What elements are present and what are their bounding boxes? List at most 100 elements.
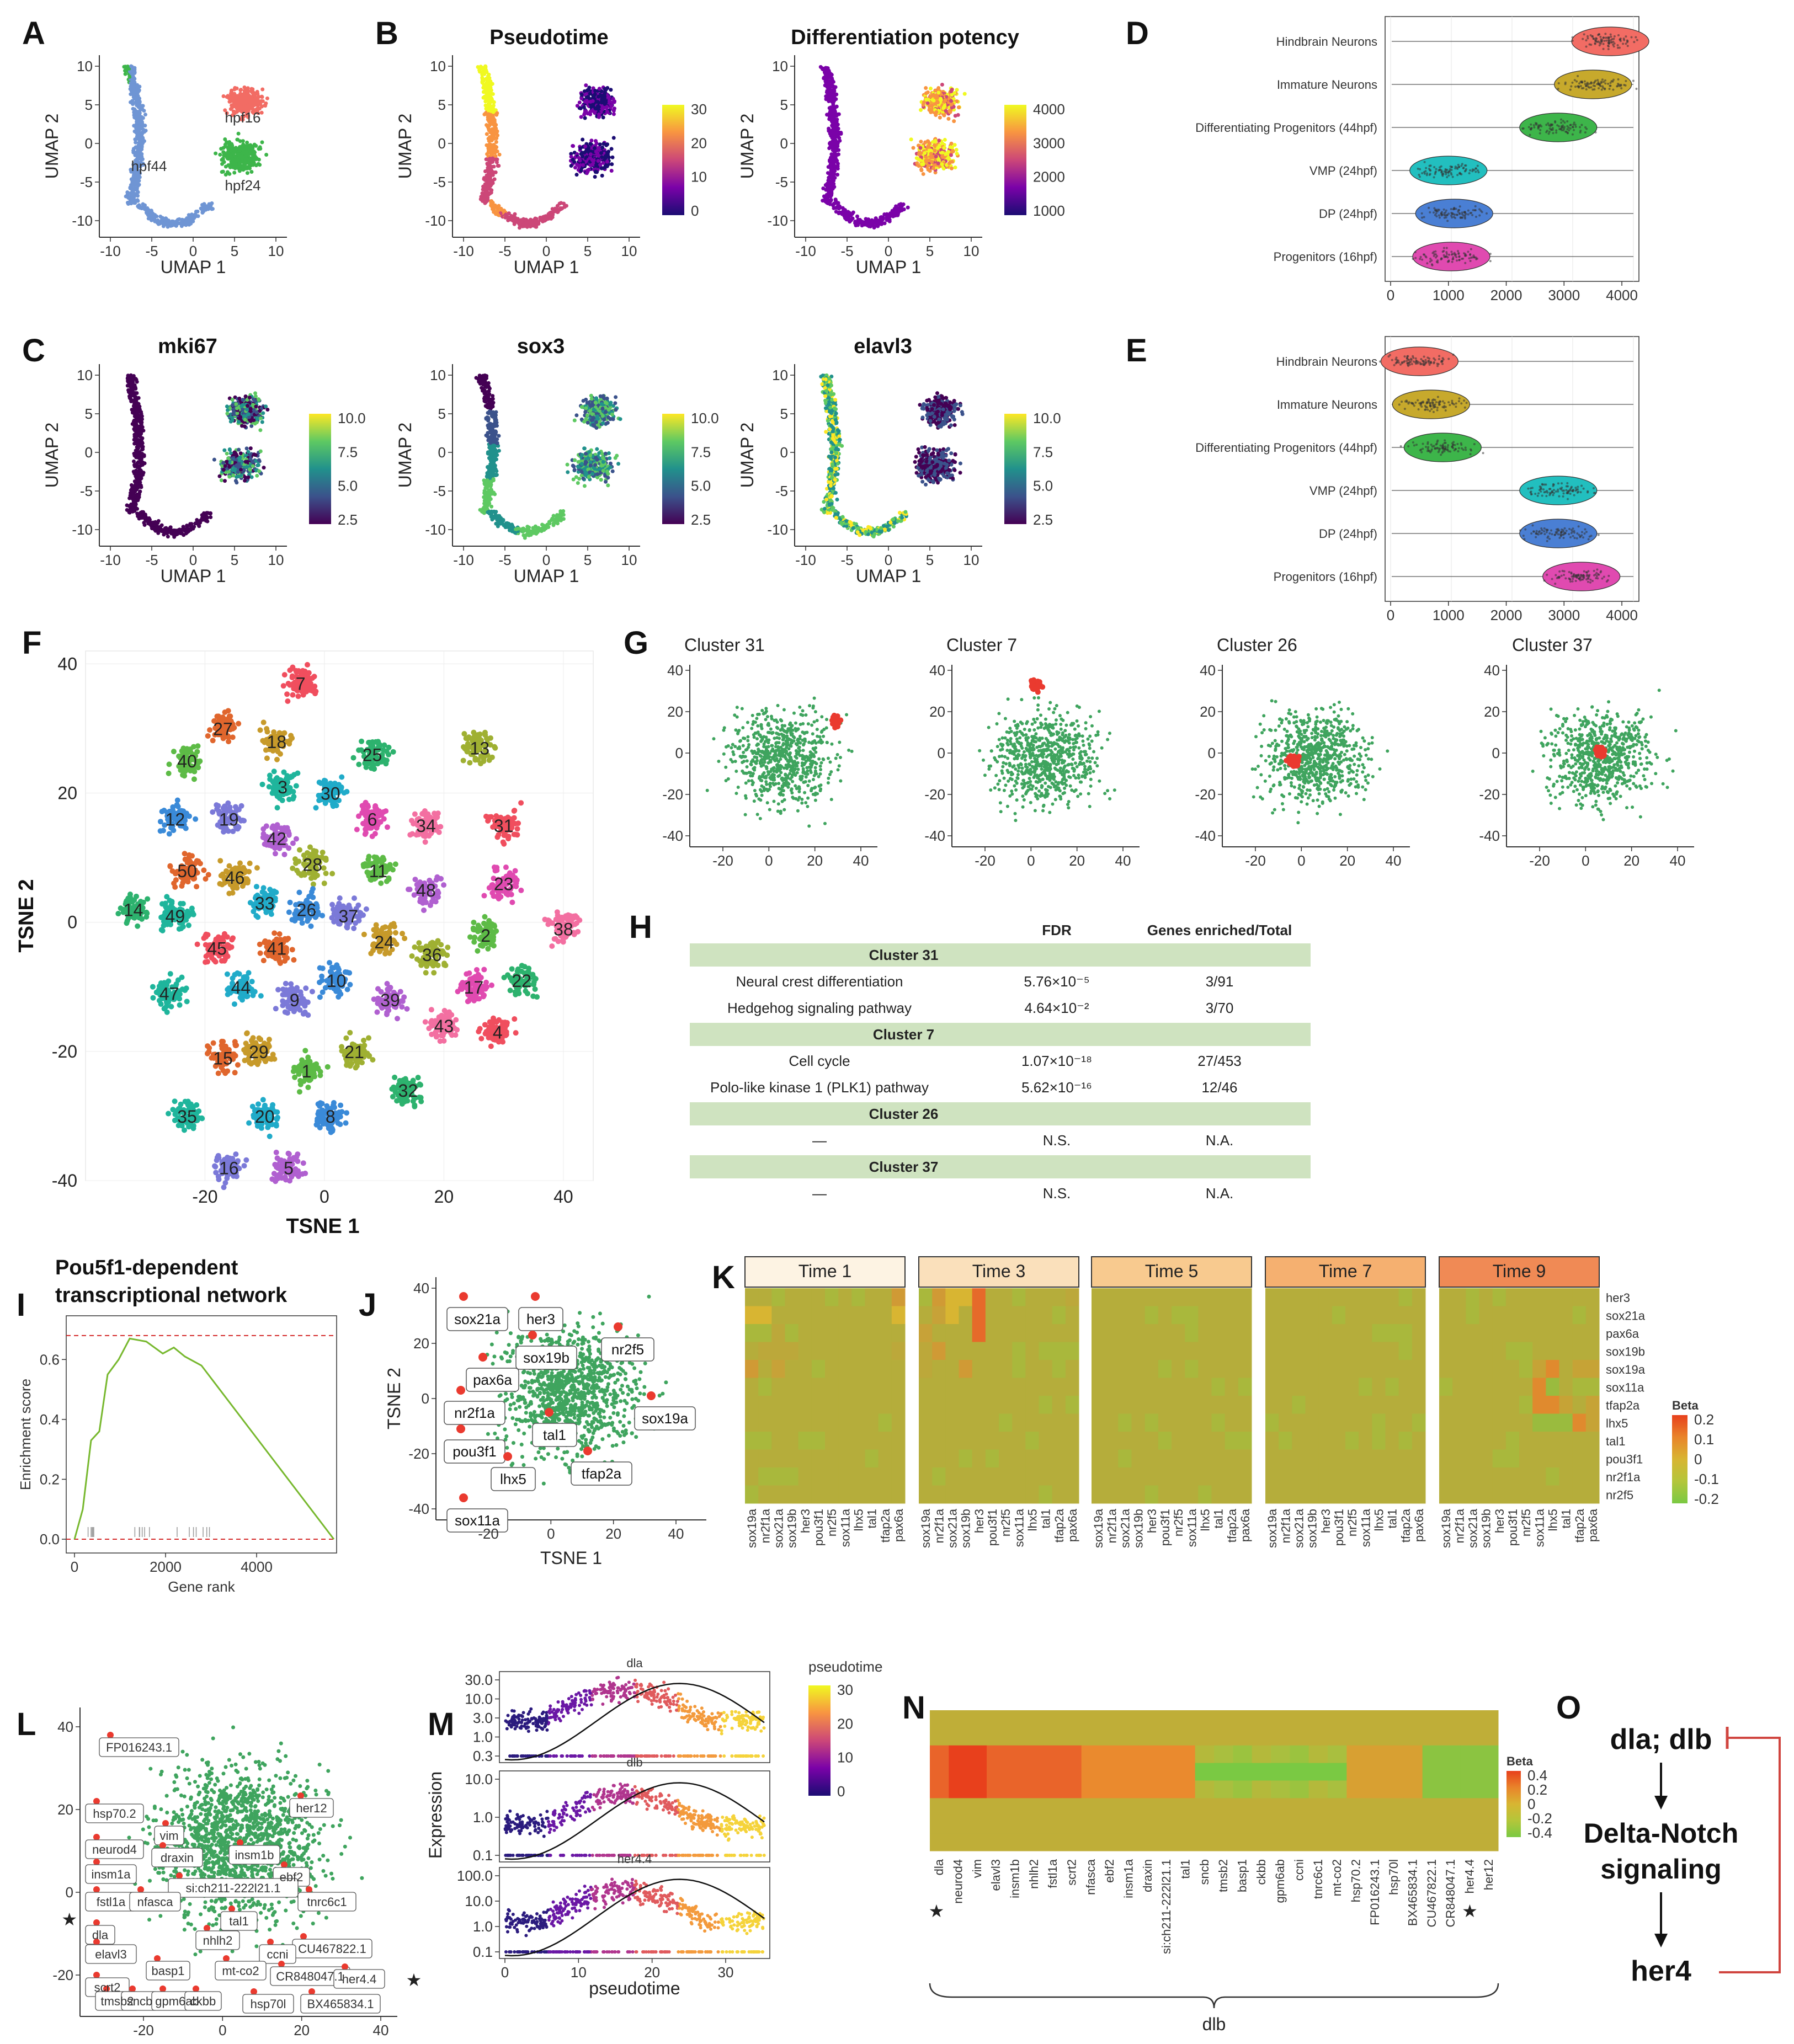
umap-cell bbox=[262, 466, 266, 470]
umap-cell bbox=[950, 93, 954, 97]
colorbar-label: 3000 bbox=[1033, 135, 1065, 151]
umap-cell bbox=[134, 468, 138, 473]
umap-cell bbox=[135, 120, 139, 124]
umap-cell bbox=[127, 496, 132, 500]
x-tick-label: 5 bbox=[584, 243, 592, 259]
umap-cell bbox=[942, 146, 946, 150]
umap-cell bbox=[601, 166, 605, 170]
umap-cell bbox=[131, 178, 136, 183]
umap-cell bbox=[490, 205, 494, 209]
umap-cell bbox=[597, 115, 601, 119]
umap-cell bbox=[611, 112, 616, 116]
umap-cell bbox=[164, 527, 169, 531]
umap-cell bbox=[594, 150, 598, 154]
umap-cell bbox=[260, 140, 264, 145]
umap-cell bbox=[139, 471, 143, 476]
y-tick-label: 10 bbox=[772, 58, 788, 74]
umap-cell bbox=[569, 164, 573, 168]
umap-cell bbox=[581, 137, 585, 142]
umap-cell bbox=[256, 463, 260, 467]
umap-cell bbox=[486, 136, 491, 141]
umap-cell bbox=[242, 424, 247, 429]
y-tick-label: 5 bbox=[85, 97, 93, 113]
umap-cell bbox=[936, 86, 941, 90]
umap-cell bbox=[129, 89, 134, 93]
umap-cell bbox=[225, 404, 229, 409]
umap-cell bbox=[130, 410, 135, 415]
umap-cell bbox=[131, 404, 136, 408]
umap-cell bbox=[834, 135, 839, 139]
umap-cell bbox=[901, 202, 906, 206]
umap-cell bbox=[265, 408, 270, 412]
umap-cell bbox=[247, 166, 252, 170]
umap-cell bbox=[612, 100, 616, 104]
umap-cell bbox=[237, 396, 242, 401]
umap-cell bbox=[577, 100, 582, 105]
umap-cell bbox=[929, 152, 933, 156]
umap-cell bbox=[136, 94, 140, 98]
umap-cell bbox=[482, 184, 487, 188]
umap-cell bbox=[241, 139, 245, 143]
umap-cell bbox=[136, 492, 141, 497]
umap-cell bbox=[888, 213, 892, 217]
umap-cell bbox=[133, 137, 137, 142]
umap-cell bbox=[189, 524, 193, 528]
umap-cell bbox=[229, 148, 233, 153]
umap-cell bbox=[829, 83, 833, 87]
umap-cell bbox=[896, 211, 901, 216]
umap-cell bbox=[583, 116, 587, 120]
umap-cell bbox=[250, 460, 254, 464]
umap-cell bbox=[156, 222, 161, 226]
umap-cell bbox=[833, 164, 837, 168]
umap-cell bbox=[600, 107, 605, 111]
umap-cell bbox=[228, 419, 233, 424]
umap-cell bbox=[260, 104, 264, 109]
umap-cell bbox=[919, 167, 924, 172]
umap-cell bbox=[130, 487, 134, 491]
umap-cell bbox=[131, 419, 136, 424]
umap-cell bbox=[238, 415, 243, 419]
umap-cell bbox=[236, 474, 240, 479]
umap-cell bbox=[141, 127, 145, 132]
umap-cell bbox=[258, 145, 262, 150]
umap-cell bbox=[202, 205, 206, 210]
umap-cell bbox=[925, 90, 930, 94]
umap-cell bbox=[487, 184, 491, 189]
umap-cell bbox=[827, 175, 831, 180]
umap-cell bbox=[609, 147, 614, 151]
umap-cell bbox=[938, 115, 942, 120]
umap-cell bbox=[142, 461, 147, 466]
umap-cell bbox=[135, 391, 139, 396]
umap-cell bbox=[562, 205, 567, 209]
umap-cell bbox=[946, 116, 951, 121]
umap-cell bbox=[890, 209, 895, 213]
umap-cell bbox=[127, 504, 131, 508]
umap-cell bbox=[126, 195, 130, 200]
umap-cell bbox=[491, 156, 495, 161]
umap-cell bbox=[483, 99, 488, 104]
umap-cell bbox=[942, 104, 946, 109]
umap-cell bbox=[515, 217, 520, 221]
umap-cell bbox=[856, 217, 860, 222]
umap-cell bbox=[609, 169, 614, 173]
umap-cell bbox=[210, 201, 214, 205]
umap-cell bbox=[257, 469, 262, 473]
umap-cell bbox=[502, 209, 506, 214]
umap-cell bbox=[132, 172, 136, 176]
umap-cell bbox=[579, 115, 583, 119]
umap-cell bbox=[930, 159, 934, 164]
umap-cell bbox=[937, 143, 941, 148]
umap-cell bbox=[479, 66, 483, 70]
umap-cell bbox=[138, 429, 142, 433]
umap-cell bbox=[140, 516, 144, 520]
umap-cell bbox=[251, 464, 255, 468]
umap-cell bbox=[137, 88, 141, 93]
umap-cell bbox=[605, 110, 610, 114]
y-tick-label: -5 bbox=[775, 174, 788, 190]
umap-cell bbox=[234, 402, 238, 406]
umap-cell bbox=[140, 436, 145, 440]
umap-cell bbox=[933, 138, 938, 143]
umap-cell bbox=[135, 188, 139, 193]
umap-cell bbox=[129, 399, 134, 404]
umap-cell bbox=[131, 83, 136, 88]
